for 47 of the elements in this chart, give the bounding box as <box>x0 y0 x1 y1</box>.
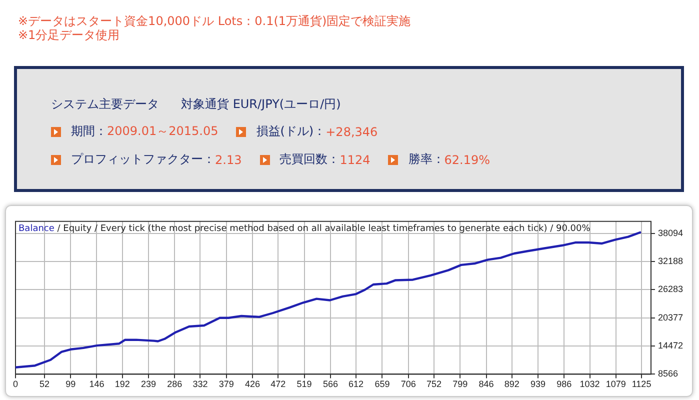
x-tick-label: 1079 <box>606 379 626 390</box>
text: 対象通貨 EUR/JPY(ユーロ/円) <box>181 96 341 113</box>
text: +28,346 <box>326 124 378 138</box>
x-tick-label: 659 <box>374 379 390 390</box>
x-tick-label: 192 <box>114 379 130 390</box>
x-tick-label: 426 <box>245 379 260 390</box>
x-tick-label: 846 <box>478 379 494 390</box>
y-tick-label: 32188 <box>658 256 684 266</box>
text: 勝率： <box>408 151 444 168</box>
x-tick-label: 0 <box>12 379 18 390</box>
x-tick-label: 239 <box>140 379 156 390</box>
y-tick-label: 8566 <box>658 368 678 379</box>
x-tick-label: 379 <box>218 379 234 390</box>
text: ※データはスタート資金10,000ドル Lots：0.1(1万通貨)固定で検証実施 <box>18 14 411 28</box>
text: 期間： <box>71 123 107 140</box>
x-tick-label: 519 <box>296 379 312 390</box>
x-tick-label: 892 <box>504 379 520 390</box>
y-tick-label: 20377 <box>658 312 684 322</box>
x-tick-label: 332 <box>192 379 208 390</box>
text: 売買回数： <box>280 151 340 168</box>
x-tick-label: 52 <box>39 379 50 390</box>
text: システム主要データ <box>51 96 159 113</box>
y-tick-label: 38094 <box>658 228 684 238</box>
x-tick-label: 706 <box>400 379 416 390</box>
x-tick-label: 99 <box>66 379 76 390</box>
y-tick-label: 14472 <box>658 340 684 351</box>
x-tick-label: 986 <box>556 379 572 390</box>
x-tick-label: 799 <box>452 379 468 390</box>
x-tick-label: 752 <box>426 379 442 390</box>
text: プロフィットファクター： <box>71 151 215 168</box>
x-tick-label: 146 <box>89 379 104 390</box>
x-tick-label: 939 <box>530 379 546 390</box>
x-tick-label: 612 <box>348 379 364 390</box>
text: 2009.01～2015.05 <box>107 123 218 140</box>
text: 62.19% <box>444 152 490 166</box>
x-tick-label: 1032 <box>580 379 600 390</box>
text: 2.13 <box>215 152 242 166</box>
x-tick-label: 286 <box>167 379 182 390</box>
text: Balance <box>18 224 55 234</box>
text: ※1分足データ使用 <box>18 28 120 42</box>
text: 1124 <box>340 152 370 166</box>
x-tick-label: 566 <box>322 379 338 390</box>
annotation: / Equity / Every tick (the most precise method based on all available least timeframes to generate each tick) / 90.00% <box>54 224 591 234</box>
x-tick-label: 1125 <box>632 379 652 390</box>
text: 損益(ドル)： <box>256 123 326 140</box>
y-tick-label: 26283 <box>658 284 684 294</box>
x-tick-label: 472 <box>270 379 286 390</box>
